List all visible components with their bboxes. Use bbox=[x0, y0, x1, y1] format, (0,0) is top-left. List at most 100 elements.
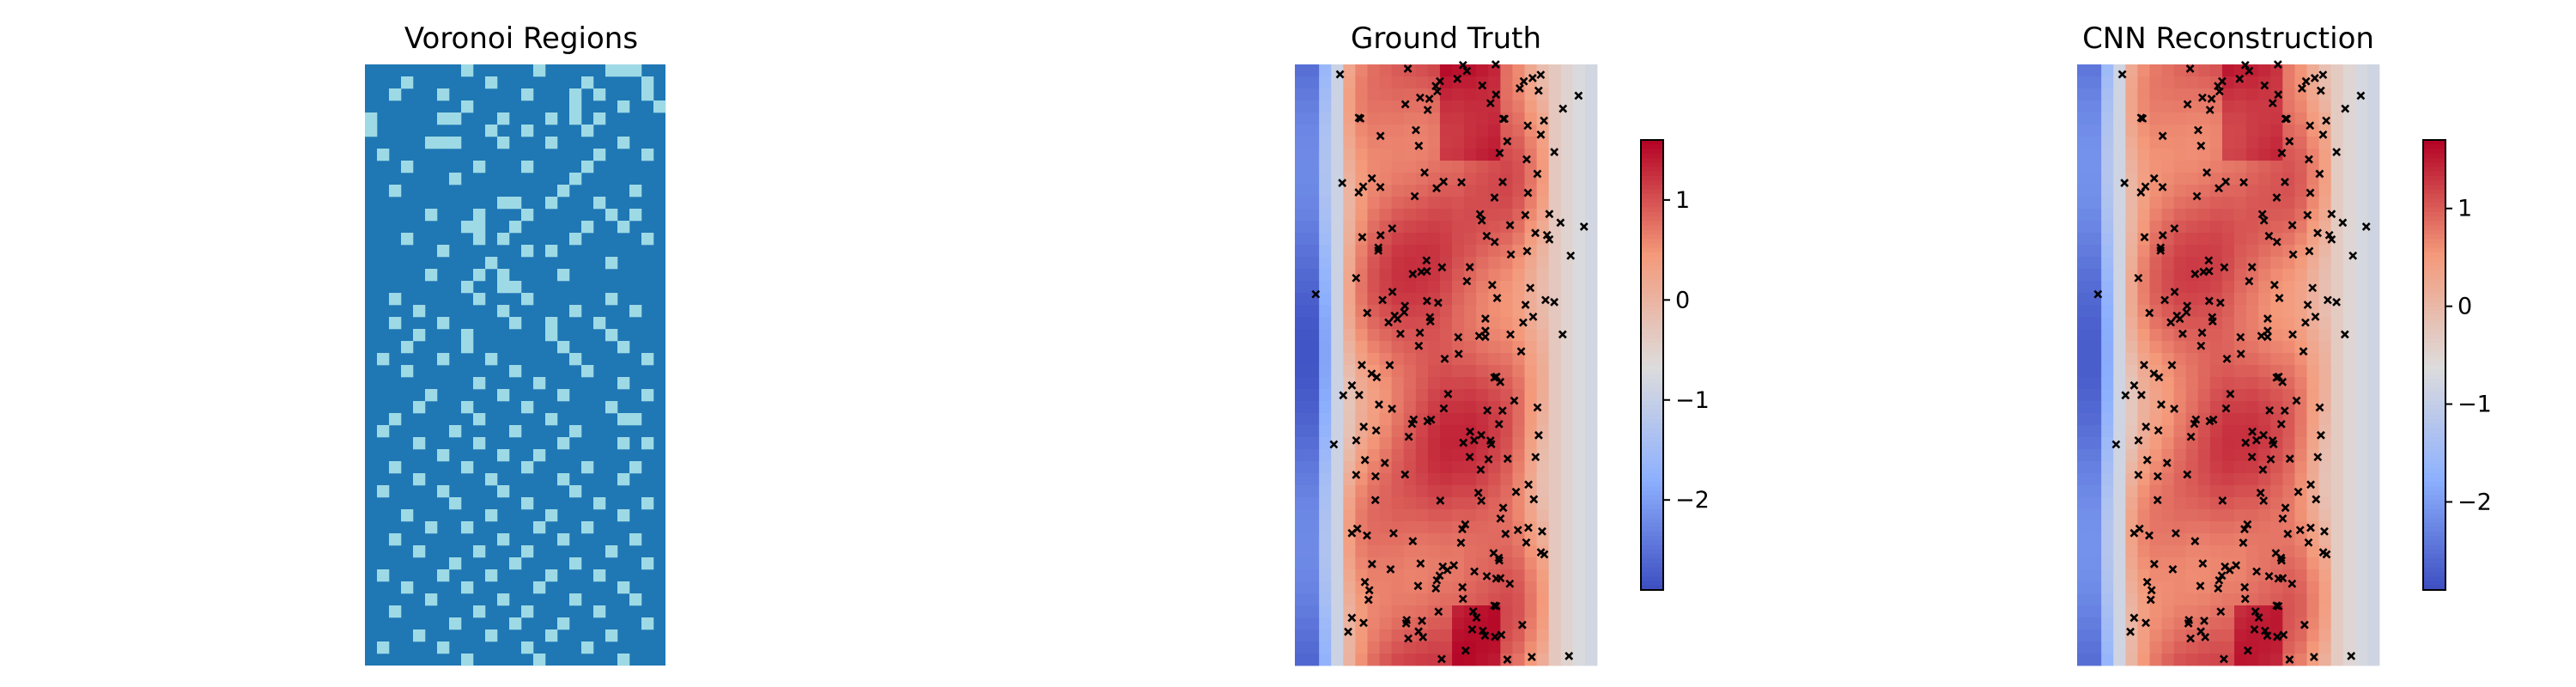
heatmap-cell bbox=[2330, 629, 2344, 642]
voronoi-cell bbox=[617, 413, 630, 426]
sample-marker bbox=[2205, 416, 2215, 426]
heatmap-cell bbox=[1560, 257, 1574, 270]
heatmap-cell bbox=[1379, 269, 1393, 282]
heatmap-cell bbox=[2246, 389, 2259, 402]
heatmap-cell bbox=[1415, 509, 1429, 522]
voronoi-cell bbox=[473, 161, 486, 173]
voronoi-cell bbox=[545, 509, 558, 522]
heatmap-cell bbox=[2209, 197, 2223, 210]
heatmap-cell bbox=[2246, 281, 2259, 294]
heatmap-cell bbox=[2258, 197, 2271, 210]
heatmap-cell bbox=[1548, 449, 1562, 462]
heatmap-cell bbox=[2294, 533, 2307, 546]
sample-marker bbox=[2263, 332, 2272, 342]
heatmap-cell bbox=[1512, 629, 1525, 642]
colorbar-segment bbox=[1641, 567, 1663, 573]
heatmap-cell bbox=[1572, 353, 1586, 366]
heatmap-cell bbox=[1512, 557, 1525, 570]
sample-marker bbox=[1501, 529, 1510, 538]
colorbar-segment bbox=[1641, 526, 1663, 532]
heatmap-cell bbox=[1524, 509, 1537, 522]
heatmap-cell bbox=[2270, 137, 2283, 149]
heatmap-cell bbox=[1415, 100, 1429, 113]
sample-marker bbox=[1521, 301, 1530, 309]
sample-marker bbox=[1558, 330, 1567, 339]
heatmap-cell bbox=[1572, 149, 1586, 161]
heatmap-cell bbox=[1548, 88, 1562, 101]
heatmap-cell bbox=[2089, 88, 2102, 101]
heatmap-cell bbox=[1415, 533, 1429, 546]
heatmap-cell bbox=[2246, 473, 2259, 486]
heatmap-cell bbox=[1536, 305, 1550, 318]
heatmap-cell bbox=[2125, 557, 2138, 570]
heatmap-cell bbox=[2221, 449, 2235, 462]
heatmap-cell bbox=[2234, 617, 2247, 630]
voronoi-cell bbox=[377, 569, 390, 582]
colorbar-segment bbox=[2423, 180, 2445, 185]
sample-marker bbox=[1540, 295, 1550, 305]
heatmap-cell bbox=[1295, 654, 1308, 666]
heatmap-cell bbox=[2282, 209, 2295, 222]
heatmap-cell bbox=[1331, 112, 1344, 125]
heatmap-cell bbox=[1343, 401, 1356, 414]
sample-marker bbox=[2185, 64, 2195, 73]
heatmap-cell bbox=[1391, 293, 1405, 306]
heatmap-cell bbox=[1343, 353, 1356, 366]
heatmap-cell bbox=[2366, 654, 2380, 666]
heatmap-cell bbox=[2270, 401, 2283, 414]
sample-marker bbox=[1374, 243, 1383, 252]
heatmap-cell bbox=[2149, 437, 2162, 450]
sample-marker bbox=[1500, 114, 1510, 124]
heatmap-cell bbox=[2125, 257, 2138, 270]
voronoi-cell bbox=[437, 569, 450, 582]
heatmap-cell bbox=[1560, 569, 1574, 582]
heatmap-cell bbox=[2330, 509, 2344, 522]
heatmap-cell bbox=[2113, 305, 2126, 318]
heatmap-cell bbox=[1439, 509, 1453, 522]
heatmap-cell bbox=[2354, 233, 2368, 246]
colorbar-segment bbox=[2423, 558, 2445, 564]
heatmap-cell bbox=[1307, 557, 1320, 570]
heatmap-cell bbox=[1307, 76, 1320, 89]
heatmap-cell bbox=[2077, 557, 2090, 570]
voronoi-cell bbox=[617, 654, 630, 666]
heatmap-cell bbox=[2209, 112, 2223, 125]
colorbar-segment bbox=[2423, 446, 2445, 452]
heatmap-cell bbox=[1355, 209, 1368, 222]
heatmap-cell bbox=[2330, 437, 2344, 450]
heatmap-cell bbox=[2246, 461, 2259, 474]
heatmap-cell bbox=[1476, 437, 1489, 450]
heatmap-cell bbox=[2125, 112, 2138, 125]
heatmap-cell bbox=[2185, 401, 2199, 414]
voronoi-cell bbox=[605, 64, 618, 77]
voronoi-cell bbox=[605, 545, 618, 558]
heatmap-cell bbox=[1536, 509, 1550, 522]
colorbar-segment bbox=[2423, 319, 2445, 325]
colorbar-segment bbox=[2423, 157, 2445, 163]
heatmap-cell bbox=[2161, 161, 2175, 173]
heatmap-cell bbox=[1319, 281, 1332, 294]
heatmap-cell bbox=[1548, 185, 1562, 198]
sample-marker bbox=[1469, 435, 1479, 445]
heatmap-cell bbox=[2366, 233, 2380, 246]
sample-marker bbox=[1477, 430, 1485, 440]
heatmap-cell bbox=[2354, 305, 2368, 318]
sample-marker bbox=[2168, 565, 2178, 574]
sample-marker bbox=[1437, 654, 1446, 664]
heatmap-cell bbox=[1427, 605, 1441, 618]
colorbar-segment bbox=[1641, 198, 1663, 204]
heatmap-cell bbox=[1427, 461, 1441, 474]
heatmap-cell bbox=[2209, 281, 2223, 294]
colorbar-segment bbox=[1641, 495, 1663, 501]
heatmap-cell bbox=[1536, 377, 1550, 390]
heatmap-cell bbox=[1572, 654, 1586, 666]
heatmap-cell bbox=[2137, 209, 2150, 222]
heatmap-cell bbox=[1403, 461, 1417, 474]
heatmap-cell bbox=[1355, 389, 1368, 402]
heatmap-cell bbox=[1548, 605, 1562, 618]
heatmap-cell bbox=[1512, 593, 1525, 606]
colorbar-segment bbox=[1641, 297, 1663, 303]
heatmap-cell bbox=[1500, 365, 1513, 378]
heatmap-cell bbox=[1295, 76, 1308, 89]
sample-marker bbox=[1403, 64, 1413, 73]
